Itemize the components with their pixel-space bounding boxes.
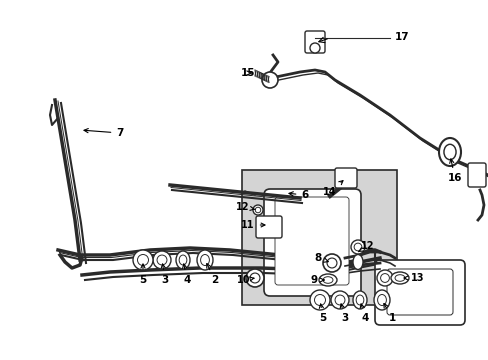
Circle shape: [380, 274, 388, 282]
Text: 11: 11: [241, 220, 264, 230]
Text: 6: 6: [288, 190, 308, 200]
Circle shape: [323, 254, 340, 272]
Ellipse shape: [390, 272, 408, 284]
Circle shape: [350, 240, 364, 254]
FancyBboxPatch shape: [305, 31, 325, 53]
Ellipse shape: [373, 290, 389, 310]
Ellipse shape: [352, 255, 362, 270]
Text: 13: 13: [403, 273, 424, 283]
Text: 10: 10: [237, 275, 253, 285]
Text: 9: 9: [310, 275, 324, 285]
Circle shape: [353, 243, 361, 251]
Circle shape: [326, 258, 336, 268]
Text: 3: 3: [161, 264, 168, 285]
Text: 4: 4: [182, 264, 190, 285]
Ellipse shape: [200, 255, 209, 266]
FancyBboxPatch shape: [374, 260, 464, 325]
Text: 12: 12: [358, 241, 374, 252]
Circle shape: [249, 273, 260, 283]
Ellipse shape: [176, 251, 190, 269]
Ellipse shape: [443, 144, 455, 160]
FancyBboxPatch shape: [256, 216, 282, 238]
Circle shape: [309, 43, 319, 53]
Ellipse shape: [197, 250, 213, 270]
FancyBboxPatch shape: [334, 168, 356, 188]
Text: 16: 16: [447, 159, 461, 183]
Ellipse shape: [438, 138, 460, 166]
Circle shape: [255, 207, 260, 213]
Circle shape: [157, 255, 166, 265]
FancyBboxPatch shape: [274, 197, 348, 285]
Circle shape: [334, 295, 344, 305]
Circle shape: [314, 294, 325, 306]
FancyBboxPatch shape: [242, 170, 396, 305]
Circle shape: [245, 269, 264, 287]
Text: 17: 17: [394, 32, 409, 42]
Circle shape: [252, 205, 263, 215]
Text: 3: 3: [340, 304, 348, 323]
Circle shape: [137, 255, 148, 266]
FancyBboxPatch shape: [264, 189, 360, 296]
Text: 7: 7: [84, 128, 123, 138]
Circle shape: [153, 251, 171, 269]
Circle shape: [309, 290, 329, 310]
Ellipse shape: [179, 255, 186, 265]
Ellipse shape: [352, 291, 366, 309]
Ellipse shape: [355, 295, 363, 305]
Text: 12: 12: [236, 202, 255, 212]
Ellipse shape: [394, 275, 404, 281]
Text: 4: 4: [360, 304, 368, 323]
FancyBboxPatch shape: [386, 269, 452, 315]
Text: 14: 14: [323, 181, 342, 197]
Circle shape: [262, 72, 278, 88]
Circle shape: [330, 291, 348, 309]
Text: 1: 1: [383, 303, 395, 323]
FancyBboxPatch shape: [467, 163, 485, 187]
Text: 15: 15: [240, 68, 255, 78]
Text: 2: 2: [206, 264, 218, 285]
Ellipse shape: [377, 294, 386, 306]
Text: 8: 8: [314, 253, 327, 263]
Circle shape: [376, 270, 392, 286]
Text: 5: 5: [139, 264, 146, 285]
Circle shape: [133, 250, 153, 270]
Text: 5: 5: [319, 304, 326, 323]
Ellipse shape: [318, 274, 336, 286]
Ellipse shape: [323, 277, 332, 283]
